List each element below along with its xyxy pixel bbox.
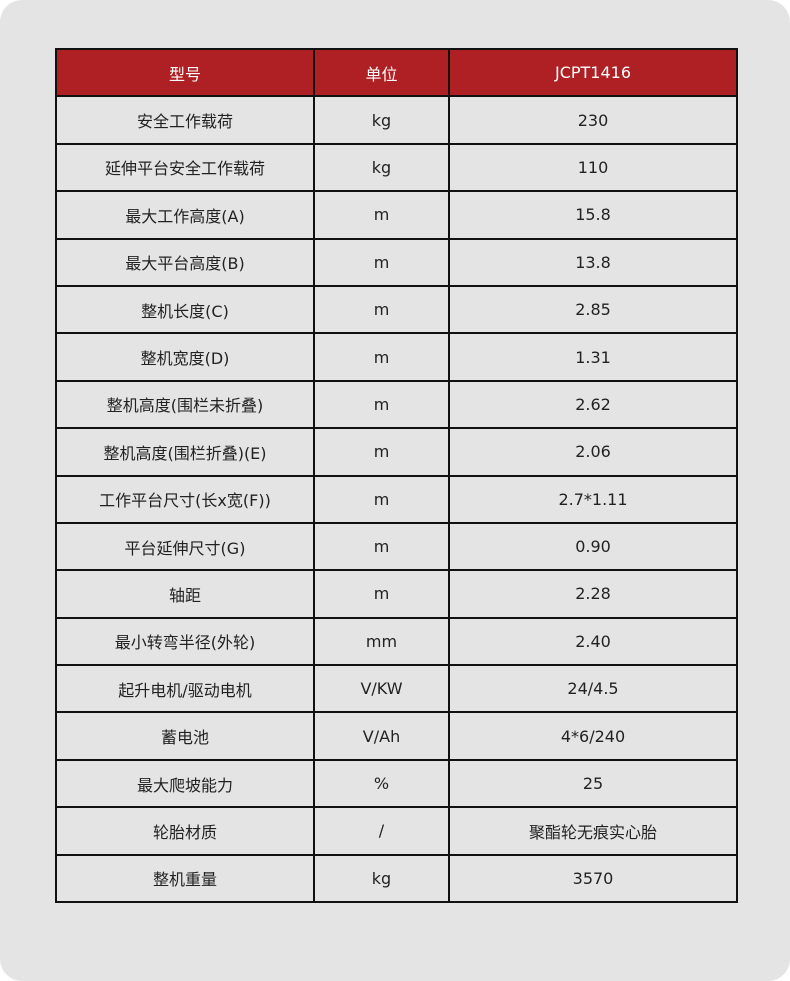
spec-name-cell: 整机高度(围栏未折叠)	[55, 379, 315, 430]
spec-unit-cell: /	[313, 806, 450, 856]
table-row: 轴距 m 2.28	[55, 569, 738, 619]
spec-value-cell: 15.8	[448, 190, 738, 240]
table-header-row: 型号 单位 JCPT1416	[55, 47, 738, 98]
spec-name-cell: 平台延伸尺寸(G)	[55, 521, 315, 572]
header-unit: 单位	[313, 47, 450, 98]
spec-value-cell: 4*6/240	[448, 711, 738, 761]
table-row: 整机高度(围栏折叠)(E) m 2.06	[55, 427, 738, 477]
spec-unit-cell: m	[313, 569, 450, 619]
spec-unit-cell: kg	[313, 95, 450, 145]
header-model: 型号	[55, 47, 315, 98]
spec-unit-cell: V/Ah	[313, 711, 450, 761]
spec-value-cell: 3570	[448, 853, 738, 904]
spec-name-cell: 整机宽度(D)	[55, 332, 315, 382]
table-row: 最大工作高度(A) m 15.8	[55, 190, 738, 240]
spec-name-cell: 工作平台尺寸(长x宽(F))	[55, 474, 315, 524]
spec-value-cell: 230	[448, 95, 738, 145]
table-row: 最大平台高度(B) m 13.8	[55, 237, 738, 287]
spec-value-cell: 0.90	[448, 521, 738, 572]
spec-value-cell: 聚酯轮无痕实心胎	[448, 806, 738, 856]
spec-value-cell: 2.62	[448, 379, 738, 430]
spec-value-cell: 13.8	[448, 237, 738, 287]
spec-name-cell: 起升电机/驱动电机	[55, 664, 315, 714]
spec-value-cell: 2.28	[448, 569, 738, 619]
spec-name-cell: 最大工作高度(A)	[55, 190, 315, 240]
spec-name-cell: 整机高度(围栏折叠)(E)	[55, 427, 315, 477]
spec-unit-cell: m	[313, 521, 450, 572]
table-row: 整机长度(C) m 2.85	[55, 284, 738, 335]
table-row: 延伸平台安全工作载荷 kg 110	[55, 142, 738, 193]
spec-unit-cell: m	[313, 237, 450, 287]
table-row: 起升电机/驱动电机 V/KW 24/4.5	[55, 664, 738, 714]
spec-value-cell: 2.06	[448, 427, 738, 477]
spec-name-cell: 延伸平台安全工作载荷	[55, 142, 315, 193]
spec-value-cell: 24/4.5	[448, 664, 738, 714]
spec-value-cell: 110	[448, 142, 738, 193]
spec-unit-cell: m	[313, 474, 450, 524]
spec-unit-cell: m	[313, 284, 450, 335]
spec-name-cell: 最大爬坡能力	[55, 758, 315, 809]
spec-name-cell: 轴距	[55, 569, 315, 619]
spec-name-cell: 安全工作载荷	[55, 95, 315, 145]
spec-value-cell: 2.40	[448, 616, 738, 667]
spec-value-cell: 2.85	[448, 284, 738, 335]
spec-unit-cell: kg	[313, 853, 450, 904]
spec-unit-cell: %	[313, 758, 450, 809]
spec-name-cell: 最小转弯半径(外轮)	[55, 616, 315, 667]
table-row: 最小转弯半径(外轮) mm 2.40	[55, 616, 738, 667]
spec-value-cell: 1.31	[448, 332, 738, 382]
spec-name-cell: 最大平台高度(B)	[55, 237, 315, 287]
table-row: 整机重量 kg 3570	[55, 853, 738, 904]
table-row: 整机高度(围栏未折叠) m 2.62	[55, 379, 738, 430]
spec-value-cell: 25	[448, 758, 738, 809]
table-row: 整机宽度(D) m 1.31	[55, 332, 738, 382]
table-row: 工作平台尺寸(长x宽(F)) m 2.7*1.11	[55, 474, 738, 524]
table-row: 最大爬坡能力% 25	[55, 758, 738, 809]
spec-name-cell: 蓄电池	[55, 711, 315, 761]
spec-name-cell: 轮胎材质	[55, 806, 315, 856]
spec-name-cell: 整机重量	[55, 853, 315, 904]
header-value: JCPT1416	[448, 47, 738, 98]
spec-unit-cell: kg	[313, 142, 450, 193]
spec-table: 型号 单位 JCPT1416 安全工作载荷 kg 230 延伸平台安全工作载荷 kg 11…	[55, 47, 738, 904]
spec-unit-cell: m	[313, 427, 450, 477]
table-row: 平台延伸尺寸(G) m 0.90	[55, 521, 738, 572]
spec-unit-cell: m	[313, 332, 450, 382]
table-row: 安全工作载荷 kg 230	[55, 95, 738, 145]
spec-unit-cell: mm	[313, 616, 450, 667]
table-row: 轮胎材质 / 聚酯轮无痕实心胎	[55, 806, 738, 856]
spec-unit-cell: m	[313, 190, 450, 240]
spec-unit-cell: m	[313, 379, 450, 430]
spec-name-cell: 整机长度(C)	[55, 284, 315, 335]
spec-value-cell: 2.7*1.11	[448, 474, 738, 524]
table-row: 蓄电池 V/Ah 4*6/240	[55, 711, 738, 761]
spec-unit-cell: V/KW	[313, 664, 450, 714]
